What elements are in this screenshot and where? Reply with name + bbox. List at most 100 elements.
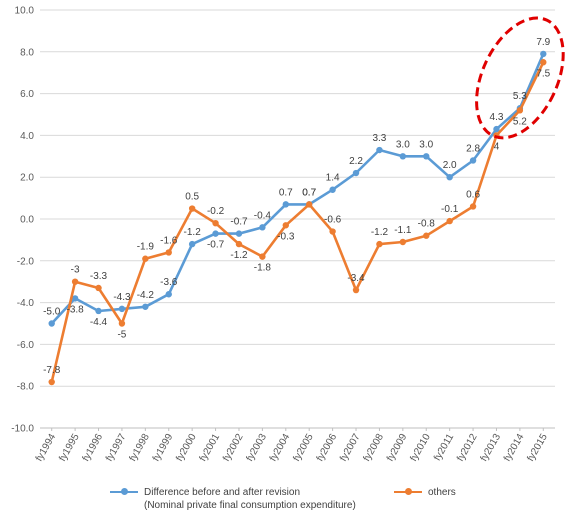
data-point-0 (48, 320, 55, 327)
data-point-1 (423, 232, 430, 239)
series-line-1 (50, 61, 545, 383)
data-label-difference: 0.7 (302, 187, 316, 198)
x-tick-label: fy1998 (127, 432, 152, 464)
x-tick-label: fy2004 (268, 432, 293, 464)
data-point-1 (469, 203, 477, 210)
data-label-others: -0.6 (324, 215, 342, 226)
data-label-difference: 4.3 (490, 112, 504, 123)
x-tick-label: fy2011 (432, 432, 456, 463)
legend-label-line2: (Nominal private final consumption expen… (144, 500, 356, 511)
highlight-annotation (475, 16, 565, 140)
data-point-1 (95, 284, 102, 292)
data-point-0 (142, 303, 149, 310)
data-label-others: -1.2 (230, 250, 248, 261)
data-point-1 (540, 59, 547, 66)
legend-label-line1: Difference before and after revision (144, 487, 301, 498)
data-point-0 (329, 186, 336, 193)
data-point-0 (95, 307, 102, 315)
data-label-difference: 3.0 (396, 139, 410, 150)
data-label-others: -0.8 (418, 219, 436, 230)
x-tick-label: fy2015 (525, 432, 550, 464)
data-label-difference: -4.3 (113, 292, 131, 303)
data-label-difference: -3.8 (66, 304, 84, 315)
data-label-others: 0.6 (466, 189, 480, 200)
data-point-1 (259, 253, 266, 260)
data-label-others: 0.7 (302, 187, 316, 198)
series-line-0 (50, 53, 545, 325)
data-point-0 (212, 230, 219, 237)
x-tick-label: fy2005 (291, 432, 316, 464)
legend-swatch-orange (394, 487, 422, 497)
data-label-others: -1.9 (137, 242, 155, 253)
data-point-0 (376, 146, 383, 154)
x-tick-label: fy1994 (34, 432, 59, 464)
data-point-1 (399, 238, 407, 246)
data-point-0 (235, 230, 243, 237)
data-point-1 (306, 201, 313, 208)
data-point-0 (493, 125, 500, 133)
x-tick-label: fy2000 (174, 432, 199, 464)
data-label-difference: 2.0 (443, 160, 457, 171)
data-label-difference: -4.2 (137, 290, 155, 301)
data-label-others: -1.1 (394, 225, 412, 236)
data-label-others: -3.3 (90, 271, 108, 282)
data-label-others: 4 (494, 141, 500, 152)
data-point-1 (352, 286, 360, 294)
y-axis: 10.0 8.0 6.0 4.0 2.0 0.0 -2.0 -4.0 -6.0 -8.0 -10.0 (11, 6, 34, 435)
data-label-difference: -0.7 (207, 240, 225, 251)
data-point-0 (259, 224, 266, 231)
data-point-0 (188, 240, 196, 248)
data-label-difference: -0.4 (254, 210, 272, 221)
data-label-difference: 3.3 (372, 133, 386, 144)
data-point-1 (71, 278, 79, 285)
legend: Difference before and after revision (No… (0, 480, 566, 516)
data-label-difference: 3.0 (419, 139, 433, 150)
x-tick-label: fy2007 (338, 432, 363, 464)
data-label-difference: 2.2 (349, 156, 363, 167)
data-point-0 (282, 201, 289, 208)
data-label-difference: -3.6 (160, 277, 178, 288)
data-label-difference: 1.4 (326, 173, 340, 184)
y-tick-label: -8.0 (17, 382, 35, 393)
data-label-others: -3 (71, 265, 80, 276)
data-point-0 (446, 174, 453, 181)
data-label-others: 5.2 (513, 116, 527, 127)
data-label-others: 0.5 (185, 192, 199, 203)
data-point-0 (352, 169, 360, 177)
data-point-1 (48, 378, 55, 386)
x-tick-label: fy2001 (198, 432, 223, 464)
y-tick-label: 6.0 (20, 89, 34, 100)
y-tick-label: -4.0 (17, 298, 35, 309)
data-labels: -5.0 -3.8 -4.4 -4.3 -4.2 -3.6 -1.2 -0.7 -0.7 -0.4… (43, 37, 551, 376)
y-tick-label: 8.0 (20, 47, 34, 58)
gridlines (40, 9, 555, 429)
y-tick-label: 0.0 (20, 215, 34, 226)
data-point-1 (446, 217, 453, 225)
x-axis: fy1994fy1995fy1996fy1997fy1998fy1999fy20… (34, 427, 555, 464)
data-point-1 (329, 228, 336, 235)
x-tick-label: fy2003 (244, 432, 269, 464)
data-point-1 (282, 222, 289, 229)
data-label-difference: -5.0 (43, 307, 61, 318)
chart-canvas: 10.0 8.0 6.0 4.0 2.0 0.0 -2.0 -4.0 -6.0 -8.0 -10.0… (11, 6, 565, 464)
y-tick-label: -10.0 (11, 424, 34, 435)
data-point-1 (516, 107, 524, 114)
data-point-1 (118, 320, 126, 327)
data-label-difference: 7.9 (536, 37, 550, 48)
x-tick-label: fy1996 (81, 432, 106, 464)
x-tick-label: fy2002 (221, 432, 246, 464)
x-tick-label: fy1995 (57, 432, 82, 464)
data-point-1 (188, 205, 196, 212)
data-point-0 (118, 305, 126, 313)
x-tick-label: fy2013 (479, 432, 504, 464)
data-point-1 (212, 219, 219, 227)
y-tick-label: 2.0 (20, 173, 34, 184)
data-label-others: -0.3 (277, 231, 295, 242)
data-point-1 (376, 240, 383, 248)
data-label-others: -0.1 (441, 204, 459, 215)
data-label-difference: 0.7 (279, 187, 293, 198)
data-point-0 (399, 153, 407, 160)
x-tick-label: fy2008 (361, 432, 386, 464)
data-point-0 (423, 153, 430, 160)
